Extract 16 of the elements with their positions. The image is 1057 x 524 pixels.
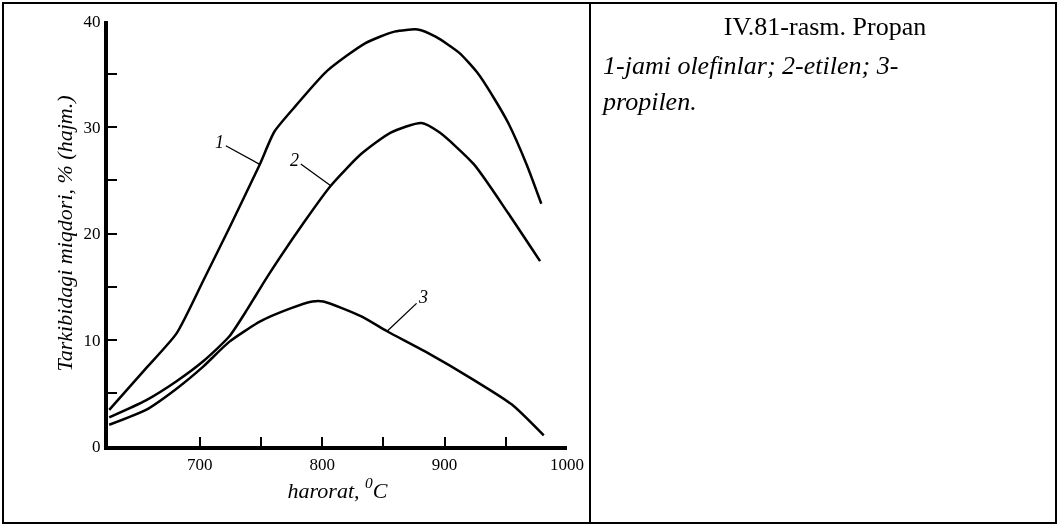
annotation: 3 <box>418 287 428 307</box>
y-tick-label: 10 <box>83 330 101 350</box>
text: IV.81-rasm. Propan <box>722 12 928 42</box>
x-tick-label: 700 <box>187 455 213 475</box>
annotation: 2 <box>290 150 299 170</box>
x-axis-title: harorat, $^{0}$C <box>287 474 388 503</box>
y-axis-title: Tarkibidagi miqdori, % (hajm.) <box>51 95 77 372</box>
y-tick-label: 30 <box>83 118 101 138</box>
annotation: 1 <box>215 132 224 152</box>
x-tick-label: 800 <box>309 455 335 475</box>
text: 1-jami olefinlar; 2-etilen; 3- propilen. <box>603 50 900 119</box>
y-tick-label: 0 <box>92 436 101 456</box>
x-tick-label: 900 <box>431 455 458 475</box>
y-tick-label: 40 <box>83 11 101 31</box>
x-tick-label: 1000 <box>550 455 584 475</box>
y-tick-label: 20 <box>83 224 101 244</box>
